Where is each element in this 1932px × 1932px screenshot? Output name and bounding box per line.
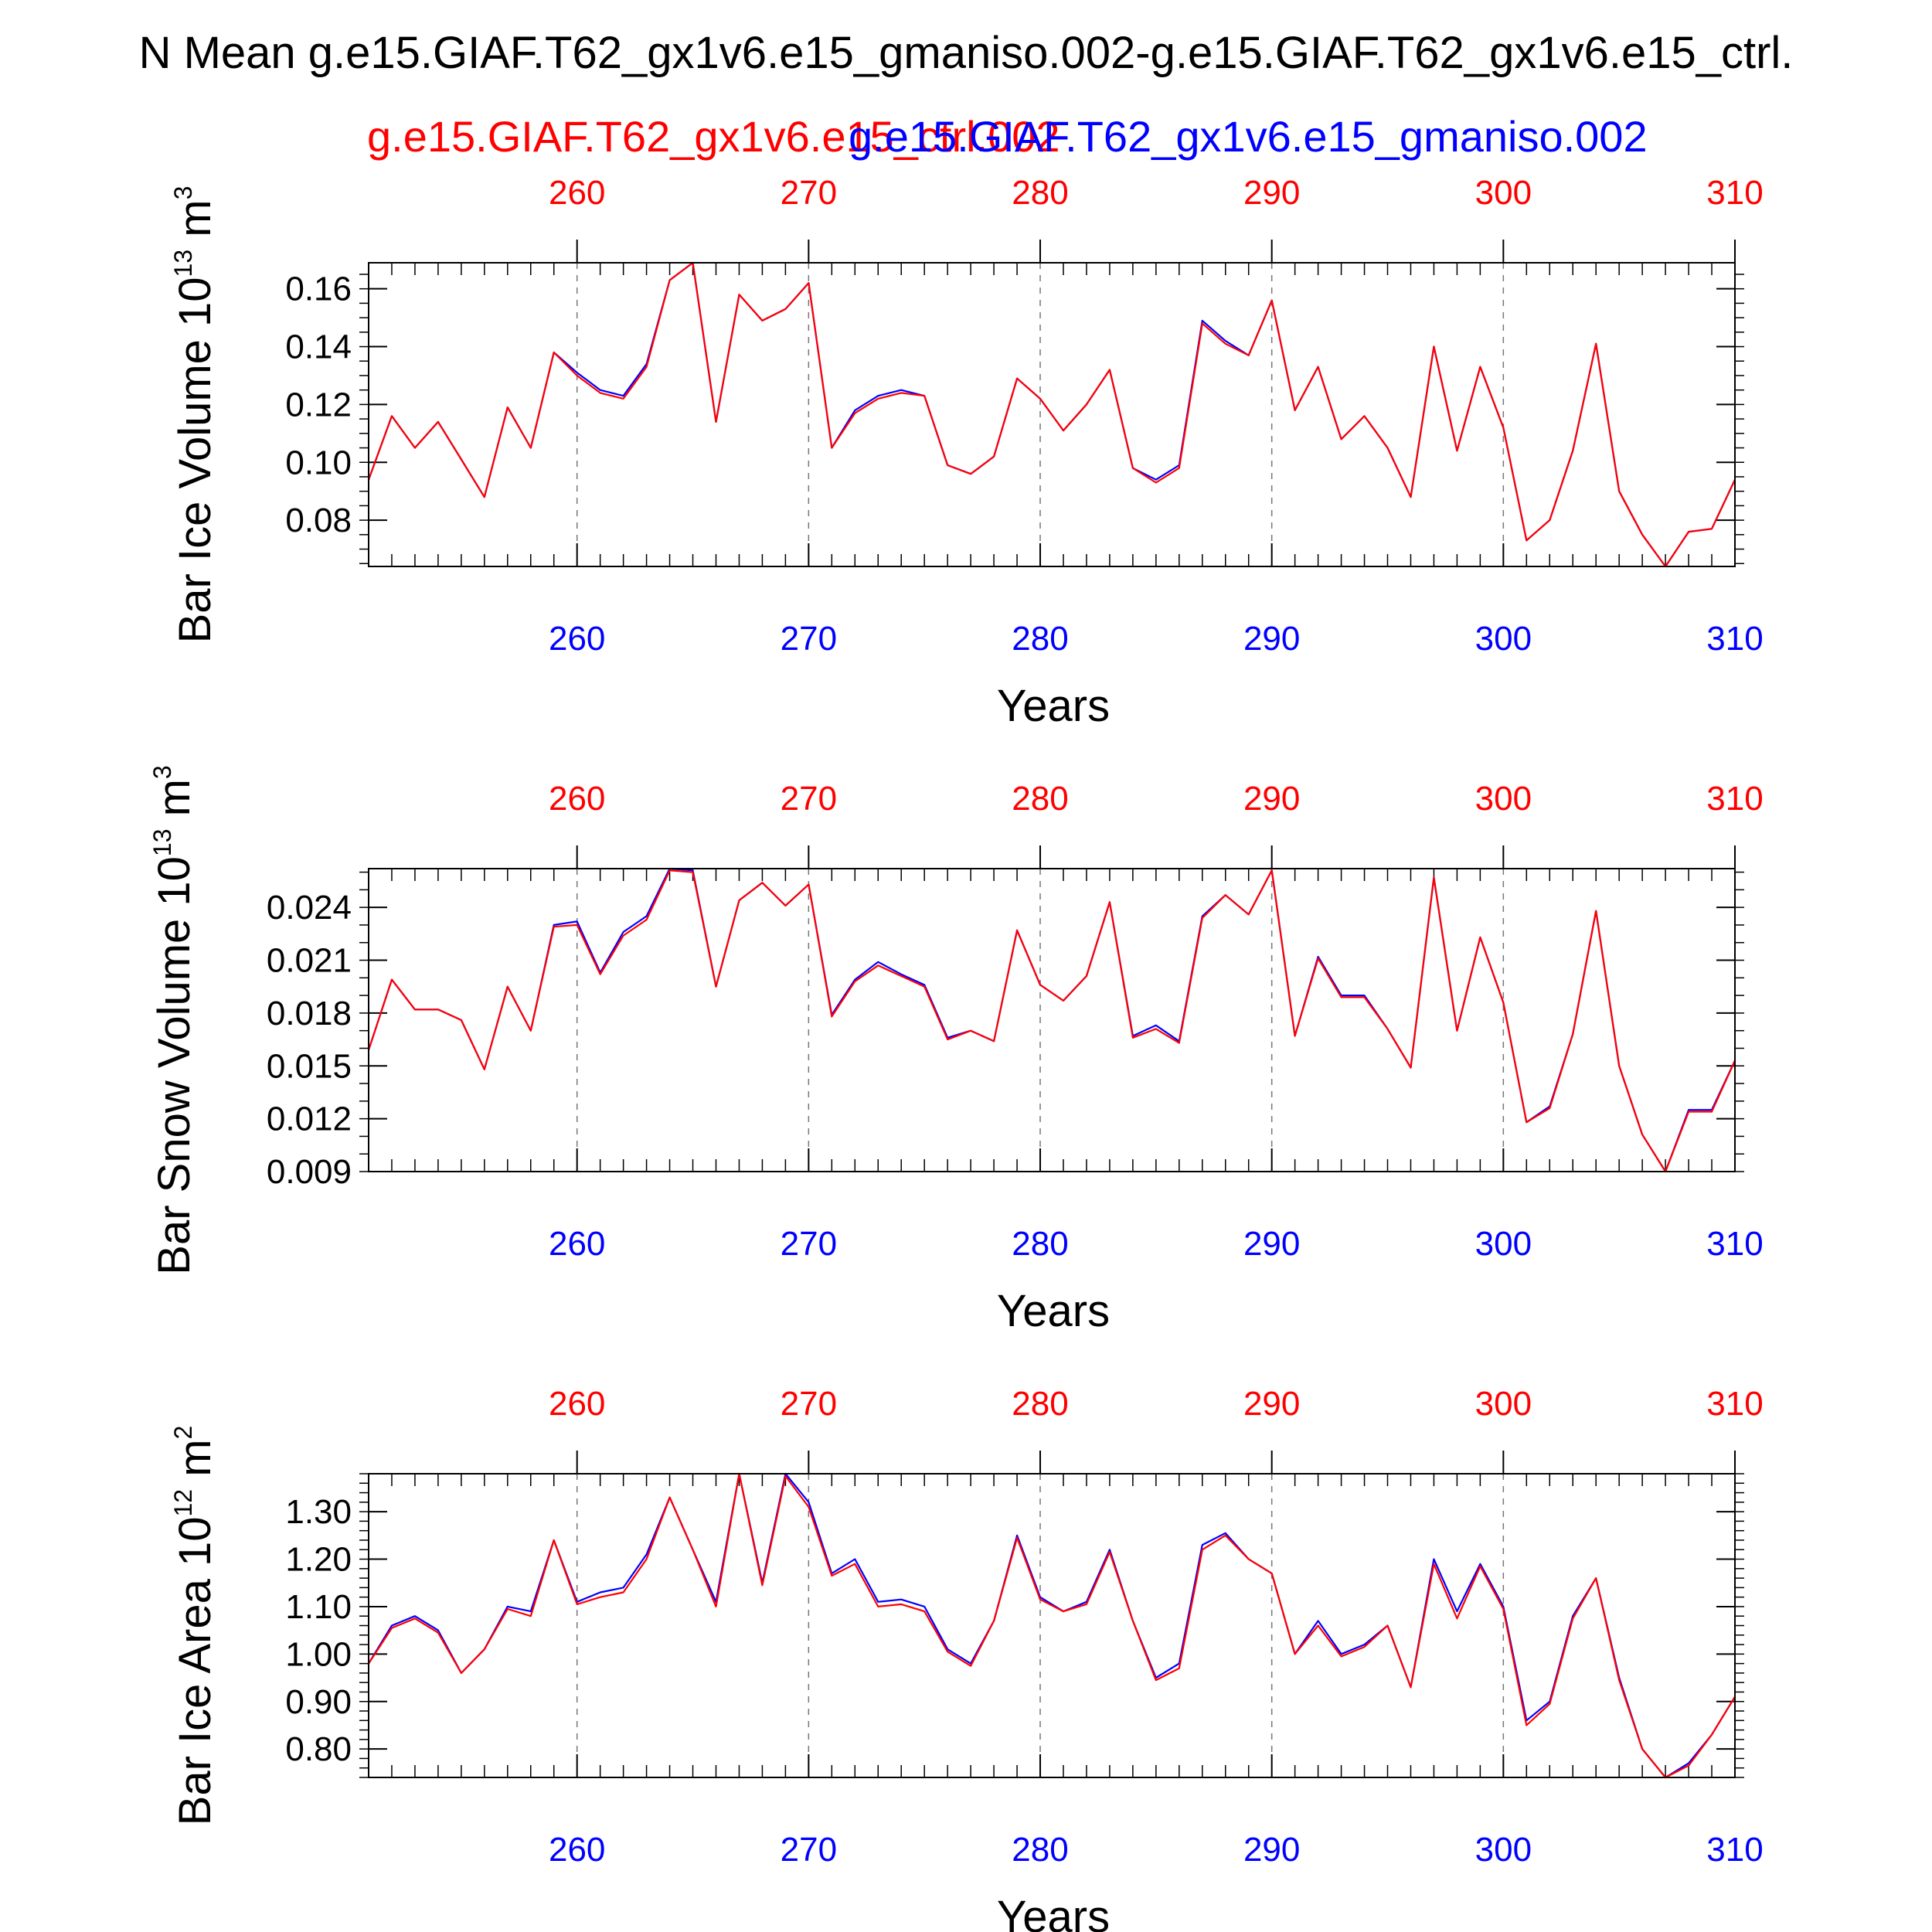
series-line-ctrl [368, 1472, 1736, 1779]
x-tick-label-top: 270 [781, 1385, 837, 1423]
x-tick-label-bottom: 290 [1243, 1831, 1300, 1869]
y-tick-label: 1.00 [285, 1635, 352, 1673]
x-tick-label-top: 300 [1475, 1385, 1532, 1423]
x-tick-label-bottom: 260 [549, 620, 605, 658]
y-tick-label: 1.10 [285, 1588, 352, 1626]
y-axis-title-unit: m [170, 1439, 220, 1488]
x-tick-label-top: 260 [549, 1385, 605, 1423]
x-axis-title: Years [997, 1892, 1110, 1932]
x-axis-title: Years [997, 1286, 1110, 1336]
x-tick-label-bottom: 270 [781, 1225, 837, 1263]
ice-area-panel: 260 260 270 270 280 280 290 290 300 300 310 310 0.80… [169, 1385, 1764, 1932]
y-axis-title-main: Bar Ice Area 10 [170, 1517, 220, 1826]
x-tick-label-top: 300 [1475, 780, 1532, 818]
y-axis-title-unit-exponent: 3 [169, 186, 197, 200]
y-axis-title-exponent: 13 [169, 250, 197, 277]
snow-volume-panel: 260 260 270 270 280 280 290 290 300 300 310 310 0.00… [148, 765, 1764, 1336]
x-tick-label-top: 280 [1012, 174, 1068, 212]
y-tick-label: 0.009 [267, 1153, 352, 1191]
y-tick-label: 0.10 [285, 444, 352, 481]
y-tick-label: 0.12 [285, 386, 352, 423]
x-axis-title: Years [997, 681, 1110, 731]
plot-frame [368, 262, 1736, 567]
series-line-ctrl [367, 869, 1736, 1173]
x-tick-label-bottom: 310 [1706, 1225, 1763, 1263]
x-tick-label-top: 310 [1706, 1385, 1763, 1423]
y-axis-title-unit-exponent: 2 [169, 1426, 197, 1440]
y-tick-label: 0.90 [285, 1683, 352, 1721]
x-tick-label-bottom: 310 [1706, 620, 1763, 658]
y-tick-label: 0.012 [267, 1100, 352, 1138]
y-tick-label: 0.021 [267, 942, 352, 980]
x-tick-label-bottom: 300 [1475, 1831, 1532, 1869]
x-tick-label-top: 290 [1243, 174, 1300, 212]
y-tick-label: 1.20 [285, 1541, 352, 1579]
legend-label-gmaniso: g.e15.GIAF.T62_gx1v6.e15_gmaniso.002 [849, 112, 1648, 161]
y-tick-label: 0.16 [285, 270, 352, 308]
y-axis-title: Bar Ice Volume 1013 m3 [169, 186, 220, 644]
y-tick-label: 0.80 [285, 1730, 352, 1768]
plot-frame [368, 868, 1736, 1172]
x-tick-label-bottom: 290 [1243, 620, 1300, 658]
x-tick-label-bottom: 280 [1012, 1225, 1068, 1263]
y-axis-title-exponent: 12 [169, 1489, 197, 1517]
x-tick-label-top: 280 [1012, 1385, 1068, 1423]
x-tick-label-bottom: 310 [1706, 1831, 1763, 1869]
series-line-ctrl [367, 261, 1736, 568]
series-line-gmaniso [367, 867, 1736, 1173]
x-tick-label-bottom: 260 [549, 1225, 605, 1263]
x-tick-label-top: 260 [549, 780, 605, 818]
x-tick-label-top: 270 [781, 780, 837, 818]
x-tick-label-bottom: 280 [1012, 620, 1068, 658]
series-line-gmaniso [368, 1472, 1736, 1779]
y-axis-title: Bar Ice Area 1012 m2 [169, 1426, 220, 1826]
x-tick-label-top: 270 [781, 174, 837, 212]
x-tick-label-bottom: 300 [1475, 1225, 1532, 1263]
y-axis-title-main: Bar Snow Volume 10 [149, 856, 199, 1275]
x-tick-label-top: 300 [1475, 174, 1532, 212]
x-tick-label-bottom: 260 [549, 1831, 605, 1869]
ice-volume-panel: 260 260 270 270 280 280 290 290 300 300 310 310 0.08… [169, 174, 1764, 731]
y-tick-label: 0.024 [267, 889, 352, 927]
x-tick-label-top: 280 [1012, 780, 1068, 818]
y-axis-title-unit: m [149, 779, 199, 828]
y-tick-label: 0.018 [267, 995, 352, 1032]
x-tick-label-top: 310 [1706, 174, 1763, 212]
x-tick-label-bottom: 270 [781, 620, 837, 658]
x-tick-label-bottom: 270 [781, 1831, 837, 1869]
x-tick-label-top: 260 [549, 174, 605, 212]
y-tick-label: 0.14 [285, 328, 352, 366]
x-tick-label-bottom: 300 [1475, 620, 1532, 658]
x-tick-label-top: 310 [1706, 780, 1763, 818]
figure-title: N Mean g.e15.GIAF.T62_gx1v6.e15_gmaniso.… [139, 28, 1794, 78]
y-axis-title-exponent: 13 [148, 828, 176, 856]
y-axis-title-unit-exponent: 3 [148, 765, 176, 779]
y-tick-label: 0.015 [267, 1047, 352, 1085]
legend-label-ctrl: g.e15.GIAF.T62_gx1v6.e15_ctrl.002 [367, 112, 1060, 161]
plot-frame [368, 1473, 1736, 1778]
x-tick-label-top: 290 [1243, 1385, 1300, 1423]
y-axis-title-unit: m [170, 199, 220, 249]
x-tick-label-bottom: 280 [1012, 1831, 1068, 1869]
x-tick-label-top: 290 [1243, 780, 1300, 818]
y-tick-label: 0.08 [285, 502, 352, 539]
y-tick-label: 1.30 [285, 1493, 352, 1531]
y-axis-title-main: Bar Ice Volume 10 [170, 277, 220, 643]
x-tick-label-bottom: 290 [1243, 1225, 1300, 1263]
y-axis-title: Bar Snow Volume 1013 m3 [148, 765, 199, 1274]
